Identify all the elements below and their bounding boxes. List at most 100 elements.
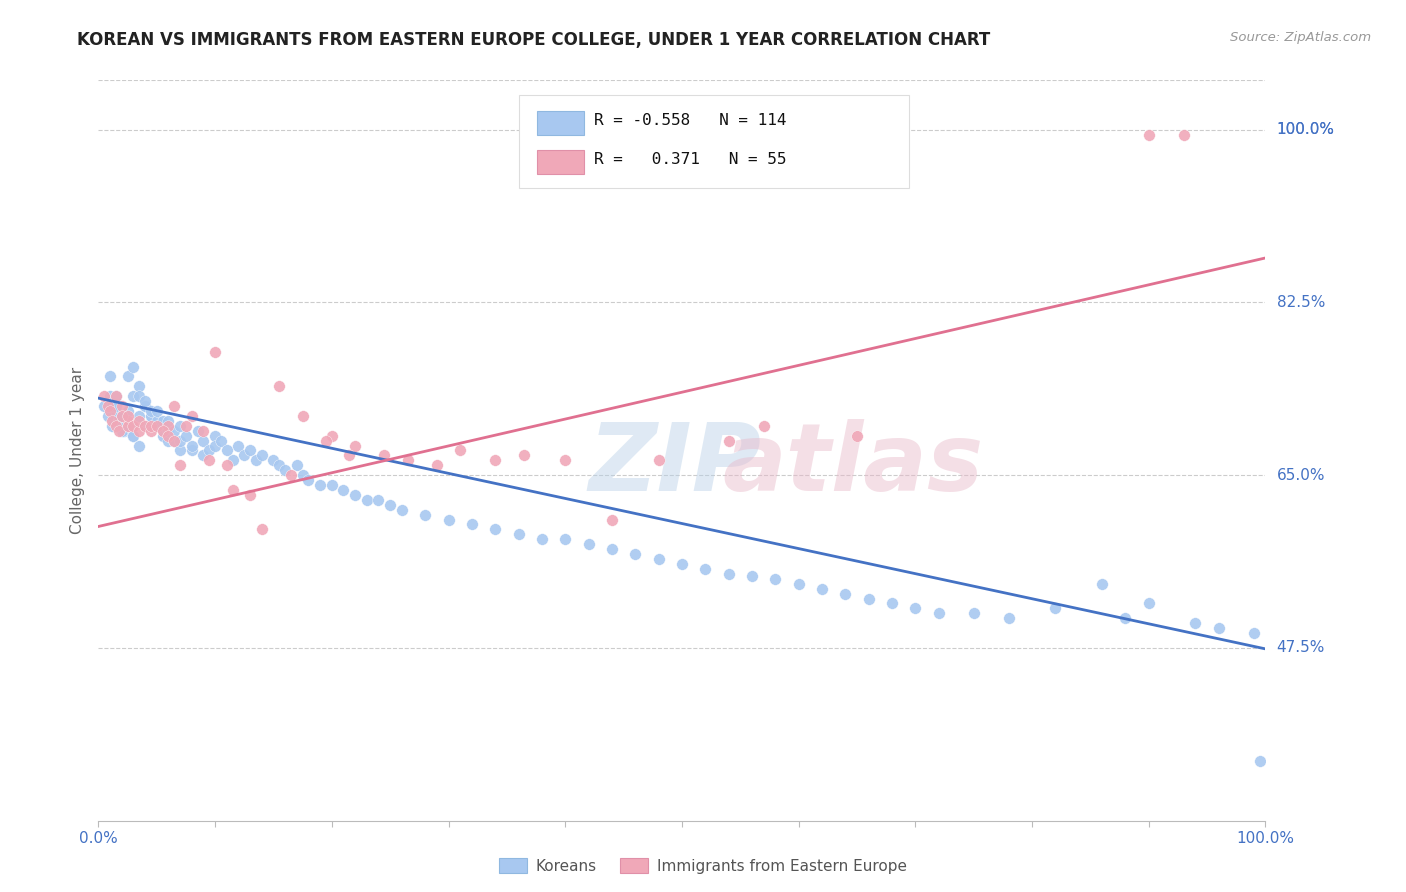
Point — [139, 404, 162, 418]
Point — [180, 443, 202, 458]
Point — [554, 453, 576, 467]
Point — [380, 498, 402, 512]
Point — [717, 434, 740, 448]
Point — [269, 458, 291, 473]
Point — [111, 409, 134, 423]
Y-axis label: College, Under 1 year: College, Under 1 year — [69, 367, 84, 534]
Text: 65.0%: 65.0% — [1277, 467, 1324, 483]
Point — [373, 449, 395, 463]
Point — [117, 369, 139, 384]
Point — [1243, 626, 1265, 640]
Point — [484, 453, 506, 467]
Point — [108, 424, 131, 438]
Point — [117, 404, 139, 418]
Point — [741, 569, 763, 583]
Point — [332, 483, 354, 497]
Point — [122, 428, 145, 442]
Point — [108, 409, 131, 423]
Text: Source: ZipAtlas.com: Source: ZipAtlas.com — [1230, 31, 1371, 45]
Point — [752, 418, 775, 433]
Point — [117, 409, 139, 423]
Point — [163, 424, 186, 438]
Point — [128, 424, 150, 438]
Point — [530, 533, 553, 547]
Point — [858, 591, 880, 606]
Point — [221, 453, 243, 467]
Point — [117, 418, 139, 433]
Point — [98, 404, 121, 418]
Point — [169, 458, 191, 473]
Point — [321, 478, 343, 492]
Point — [250, 523, 273, 537]
Point — [104, 418, 127, 433]
Point — [98, 369, 121, 384]
Point — [1114, 611, 1136, 625]
Point — [146, 404, 169, 418]
Point — [104, 404, 127, 418]
Point — [315, 434, 337, 448]
Point — [274, 463, 297, 477]
Point — [787, 576, 810, 591]
Point — [193, 424, 215, 438]
Point — [671, 557, 693, 571]
Point — [152, 414, 174, 428]
Point — [163, 399, 186, 413]
FancyBboxPatch shape — [519, 95, 910, 187]
Point — [152, 424, 174, 438]
Point — [104, 389, 127, 403]
Point — [101, 399, 124, 413]
Point — [111, 409, 134, 423]
Point — [245, 453, 267, 467]
Point — [291, 409, 314, 423]
Point — [484, 523, 506, 537]
Point — [578, 537, 600, 551]
Point — [180, 438, 202, 452]
Point — [122, 428, 145, 442]
Point — [269, 379, 291, 393]
Point — [146, 418, 169, 433]
Point — [97, 409, 120, 423]
Point — [221, 483, 243, 497]
Text: 82.5%: 82.5% — [1277, 295, 1324, 310]
Point — [180, 409, 202, 423]
Point — [413, 508, 436, 522]
Point — [321, 428, 343, 442]
Point — [98, 389, 121, 403]
Point — [239, 443, 262, 458]
Point — [356, 492, 378, 507]
Point — [198, 453, 221, 467]
Point — [122, 389, 145, 403]
Text: 100.0%: 100.0% — [1277, 122, 1334, 137]
Legend: Koreans, Immigrants from Eastern Europe: Koreans, Immigrants from Eastern Europe — [494, 852, 912, 880]
Point — [215, 458, 238, 473]
Point — [93, 399, 115, 413]
Point — [262, 453, 284, 467]
Point — [554, 533, 576, 547]
Point — [117, 418, 139, 433]
Point — [811, 582, 834, 596]
Point — [1091, 576, 1114, 591]
Point — [139, 409, 162, 423]
Point — [344, 438, 367, 452]
Point — [391, 502, 413, 516]
Point — [309, 478, 332, 492]
Point — [104, 389, 127, 403]
Point — [904, 601, 927, 615]
Point — [1208, 621, 1230, 635]
Point — [101, 414, 124, 428]
Point — [647, 552, 669, 566]
Point — [513, 449, 536, 463]
Point — [846, 428, 869, 442]
Point — [193, 449, 215, 463]
Point — [163, 434, 186, 448]
Point — [146, 418, 169, 433]
Point — [134, 418, 156, 433]
Point — [134, 418, 156, 433]
Point — [134, 399, 156, 413]
Point — [1137, 128, 1160, 142]
Point — [120, 418, 142, 433]
Point — [204, 428, 226, 442]
Point — [600, 512, 623, 526]
Point — [111, 399, 134, 413]
Point — [337, 449, 360, 463]
